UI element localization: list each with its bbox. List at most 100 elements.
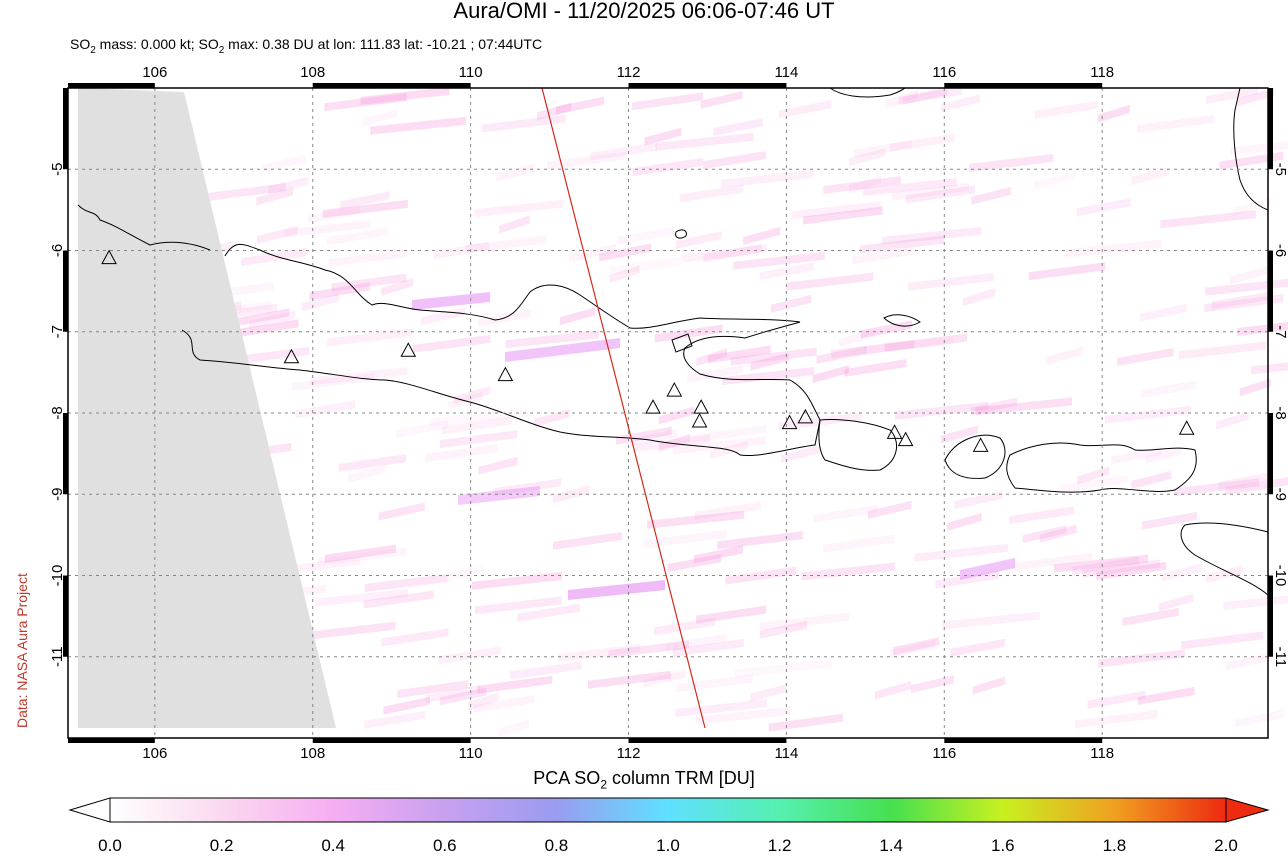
so2-pixel (1235, 709, 1284, 728)
volcano-marker (283, 348, 300, 364)
so2-pixel (616, 426, 672, 445)
so2-pixel (891, 182, 969, 201)
so2-pixel-high (505, 338, 620, 362)
so2-pixel (249, 310, 296, 329)
so2-pixel (1139, 303, 1187, 322)
so2-pixel (823, 534, 895, 553)
so2-pixel (268, 176, 309, 195)
frame-band-bottom (312, 738, 471, 743)
lon-tick-label-bottom: 116 (932, 745, 956, 762)
coastline-segment (1006, 442, 1197, 493)
so2-pixel (465, 235, 548, 254)
colorbar-tick-label: 0.0 (98, 836, 122, 855)
lon-tick-label-bottom: 110 (459, 745, 483, 762)
so2-pixel (778, 100, 832, 119)
so2-pixel (881, 226, 981, 245)
so2-pixel-high (412, 292, 490, 310)
so2-pixel (315, 588, 408, 607)
so2-pixel (235, 319, 299, 338)
so2-pixel (425, 684, 481, 703)
so2-pixel (499, 215, 530, 234)
coastline-segment (671, 333, 693, 353)
so2-pixel (813, 504, 878, 523)
so2-pixel (643, 669, 686, 688)
so2-pixel (693, 545, 743, 564)
so2-pixel (689, 425, 767, 444)
so2-pixel (725, 566, 797, 585)
so2-pixel (378, 502, 425, 521)
colorbar-title-sub: 2 (600, 777, 607, 792)
so2-pixel (599, 243, 651, 262)
colorbar-tick-label: 0.2 (209, 836, 234, 855)
so2-pixel (972, 676, 1005, 695)
so2-pixel (760, 612, 850, 631)
volcano-marker (797, 408, 814, 424)
volcano-marker (897, 431, 914, 447)
so2-pixel (381, 628, 449, 647)
axis-tick-labels: 106 106 108 108 110 110 112 112 114 114 116 116 118 1… (49, 64, 1288, 762)
so2-pixel (971, 186, 1011, 205)
lat-tick-label-left: -8 (49, 406, 66, 419)
lon-tick-label-top: 118 (1090, 64, 1114, 81)
lat-tick-label-left: -11 (49, 646, 66, 667)
so2-pixel (617, 226, 675, 245)
so2-pixel (1205, 86, 1259, 105)
so2-pixel (696, 706, 791, 725)
so2-pixel (363, 590, 434, 609)
so2-pixel (860, 320, 912, 339)
coastline-layer (77, 87, 1269, 597)
so2-pixel (256, 225, 298, 244)
so2-pixel (655, 132, 754, 151)
so2-pixel (823, 176, 901, 195)
so2-pixel (1009, 506, 1075, 525)
so2-pixel (890, 639, 936, 658)
so2-pixel (1082, 559, 1161, 578)
so2-pixel (552, 531, 623, 550)
so2-pixel (863, 177, 957, 196)
so2-pixel (474, 199, 564, 218)
so2-pixel (849, 175, 881, 194)
so2-pixel (439, 430, 518, 449)
so2-pixel (1098, 649, 1185, 668)
so2-pixel (558, 643, 641, 662)
so2-pixel (733, 251, 825, 270)
so2-pixel (894, 401, 989, 420)
colorbar (68, 797, 1270, 823)
so2-pixel (802, 206, 883, 225)
lon-tick-label-bottom: 108 (300, 745, 325, 762)
so2-pixel (1046, 346, 1083, 365)
so2-pixel (1204, 294, 1284, 313)
so2-pixel (750, 683, 787, 702)
so2-pixel (364, 710, 426, 729)
lon-tick-label-top: 112 (617, 64, 641, 81)
lat-tick-label-right: -6 (1272, 244, 1288, 257)
lat-tick-label-left: -9 (49, 488, 66, 501)
frame-band-bottom (68, 738, 155, 743)
so2-pixel (768, 713, 844, 732)
so2-pixel (947, 512, 982, 531)
so2-pixel (482, 114, 566, 133)
frame-band-right (1268, 88, 1273, 170)
map-subtitle: SO2 mass: 0.000 kt; SO2 max: 0.38 DU at … (70, 36, 542, 56)
volcano-markers (101, 249, 1195, 452)
so2-pixel (700, 90, 743, 109)
so2-pixel (1034, 100, 1098, 119)
so2-pixel (609, 265, 640, 284)
so2-pixel (492, 478, 562, 497)
so2-pixel (555, 96, 605, 115)
so2-pixel (962, 288, 995, 307)
subtitle-mid: mass: 0.000 kt; SO (95, 36, 219, 52)
colorbar-high-arrow (1225, 797, 1270, 823)
frame-band-left (63, 250, 68, 332)
so2-pixel (231, 346, 310, 365)
so2-pixel (360, 86, 450, 105)
so2-pixel (206, 183, 286, 202)
so2-pixel (950, 638, 1006, 657)
so2-pixel (295, 400, 356, 419)
so2-pixel (1122, 607, 1180, 626)
so2-pixel (397, 680, 469, 699)
so2-pixel (696, 348, 727, 367)
frame-band-top (312, 83, 471, 88)
so2-pixel (412, 334, 491, 353)
coastline-segment (675, 229, 687, 239)
